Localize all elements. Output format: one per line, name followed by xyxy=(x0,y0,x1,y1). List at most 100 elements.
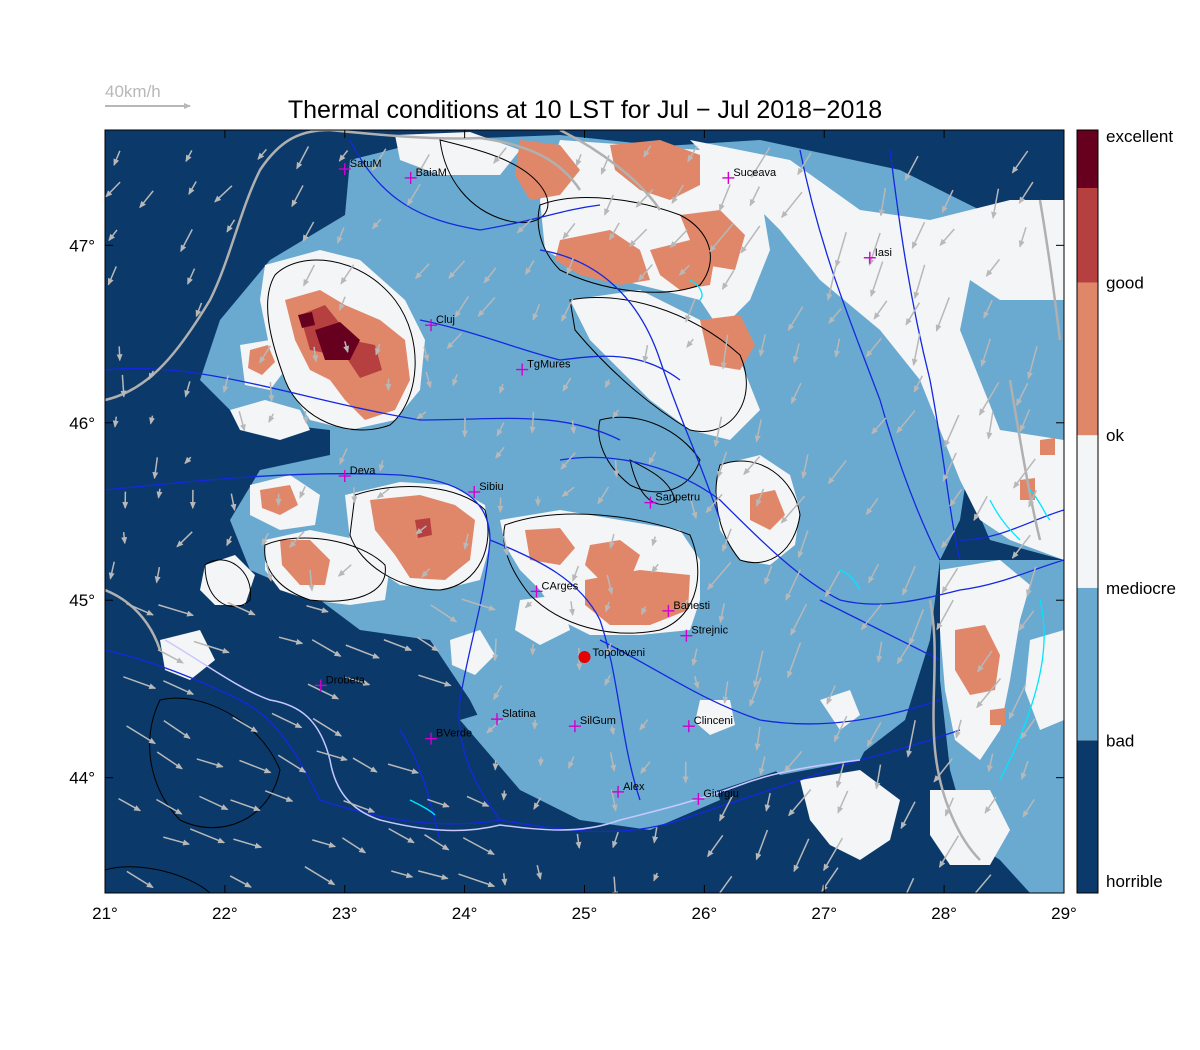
wind-arrow xyxy=(185,150,193,163)
colorbar-label-mediocre: mediocre xyxy=(1106,579,1176,598)
wind-arrow xyxy=(902,565,916,596)
wind-arrow xyxy=(871,417,887,435)
city-strejnic: Strejnic xyxy=(680,625,729,642)
wind-arrow xyxy=(343,800,376,813)
wind-arrow xyxy=(418,674,452,687)
wind-arrow xyxy=(977,650,993,673)
wind-arrow xyxy=(566,257,575,276)
city-label: SatuM xyxy=(350,158,382,170)
wind-arrow xyxy=(911,333,921,367)
wind-arrow xyxy=(878,187,887,217)
wind-arrow xyxy=(653,872,660,882)
wind-arrow xyxy=(781,191,803,219)
x-tick-label: 25° xyxy=(572,904,598,923)
wind-arrow xyxy=(944,797,955,817)
wind-arrow xyxy=(312,839,337,848)
highlight-site: Topoloveni xyxy=(578,647,646,664)
city-label: Deva xyxy=(350,465,377,477)
wind-arrow xyxy=(108,561,115,580)
wind-arrow xyxy=(749,186,761,207)
wind-arrow xyxy=(755,488,765,507)
wind-arrow xyxy=(705,493,723,514)
city-drobeta: Drobeta xyxy=(314,674,366,692)
wind-arrow xyxy=(642,345,649,364)
colorbar-label-bad: bad xyxy=(1106,731,1134,750)
wind-arrow xyxy=(905,877,915,893)
city-label: Sanpetru xyxy=(655,492,700,504)
city-label: Cluj xyxy=(436,314,455,326)
wind-arrow xyxy=(339,448,348,466)
wind-arrow xyxy=(900,801,916,830)
wind-arrow xyxy=(691,648,698,667)
wind-arrow xyxy=(938,835,960,868)
wind-arrow xyxy=(569,601,575,617)
wind-arrow xyxy=(149,415,155,425)
wind-arrow xyxy=(604,601,611,613)
wind-arrow xyxy=(749,677,762,707)
wind-arrow xyxy=(904,155,919,182)
wind-arrow xyxy=(427,798,450,808)
colorbar-label-good: good xyxy=(1106,274,1144,293)
city-label: Iasi xyxy=(875,247,892,259)
wind-arrow xyxy=(148,370,155,381)
highlight-site-label: Topoloveni xyxy=(593,647,646,659)
wind-arrow xyxy=(421,568,431,578)
colorbar-label-ok: ok xyxy=(1106,426,1124,445)
city-label: TgMures xyxy=(527,359,571,371)
wind-arrow xyxy=(913,264,926,300)
wind-arrow xyxy=(707,834,724,858)
wind-arrow xyxy=(415,525,427,535)
wind-arrow xyxy=(755,829,769,861)
city-label: Suceava xyxy=(733,167,777,179)
wind-arrow xyxy=(764,792,771,812)
wind-arrow xyxy=(1011,150,1029,174)
wind-arrow xyxy=(259,345,272,364)
wind-arrow xyxy=(758,334,767,357)
city-label: Banesti xyxy=(673,600,710,612)
wind-arrow xyxy=(866,722,882,748)
wind-arrow xyxy=(651,563,659,573)
borders xyxy=(105,130,1062,861)
wind-arrow xyxy=(868,563,880,584)
wind-arrow xyxy=(416,411,427,420)
wind-arrow xyxy=(483,267,497,284)
city-sibiu: Sibiu xyxy=(468,481,504,498)
wind-arrow xyxy=(754,726,761,751)
wind-arrow xyxy=(184,381,191,398)
wind-arrow xyxy=(163,836,191,846)
wind-arrow xyxy=(226,219,236,233)
wind-arrow xyxy=(340,264,355,285)
wind-arrow xyxy=(525,260,535,276)
wind-arrow xyxy=(561,486,575,497)
wind-arrows xyxy=(105,145,1038,893)
wind-arrow xyxy=(610,789,618,812)
wind-arrow xyxy=(609,752,617,772)
wind-arrow xyxy=(568,756,575,770)
city-label: BaiaM xyxy=(416,167,447,179)
wind-arrow xyxy=(790,603,808,636)
wind-arrow xyxy=(387,763,420,775)
wind-arrow xyxy=(687,145,698,163)
wind-arrow xyxy=(196,758,224,768)
city-iasi: Iasi xyxy=(863,247,892,264)
wind-arrow xyxy=(261,532,270,546)
wind-arrow xyxy=(575,833,582,849)
colorbar-frame xyxy=(1076,129,1099,894)
wind-arrow xyxy=(823,837,844,872)
wind-arrow xyxy=(536,865,542,880)
wind-arrow xyxy=(693,675,700,690)
city-suceava: Suceava xyxy=(722,167,777,184)
wind-arrow xyxy=(1011,534,1031,559)
wind-arrow xyxy=(289,530,305,548)
wind-arrow xyxy=(229,875,252,888)
wind-arrow xyxy=(493,147,507,164)
wind-arrow xyxy=(391,870,414,879)
wind-arrow xyxy=(424,834,450,851)
wind-arrow xyxy=(105,181,121,198)
wind-arrow xyxy=(722,681,729,704)
wind-arrow xyxy=(126,870,154,889)
city-bverde: BVerde xyxy=(425,728,472,745)
city-slatina: Slatina xyxy=(490,708,537,726)
x-tick-label: 29° xyxy=(1051,904,1077,923)
wind-arrow xyxy=(461,598,496,611)
